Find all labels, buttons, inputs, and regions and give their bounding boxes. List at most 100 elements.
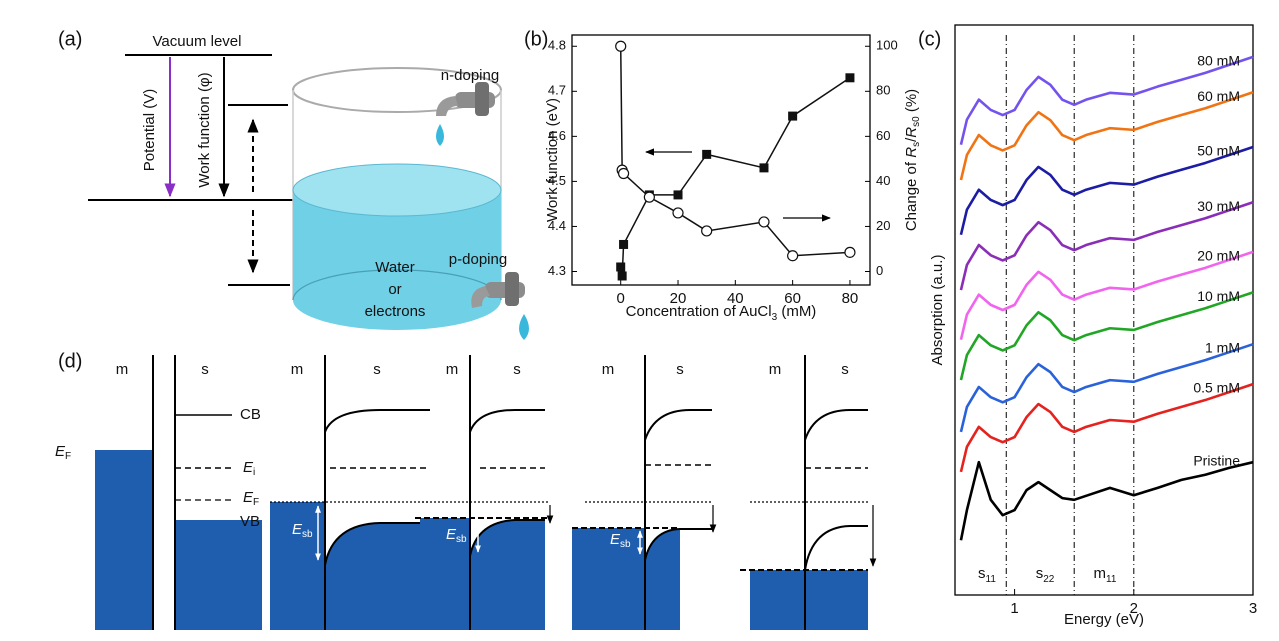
plot-frame xyxy=(571,34,871,286)
vb-curve xyxy=(644,528,712,561)
panel-label: (c) xyxy=(918,28,941,50)
region-main: m xyxy=(1094,565,1107,582)
cb-curve xyxy=(469,409,545,433)
legend-label: 80 mM xyxy=(1197,52,1240,68)
y2-axis-label: Change of Rs/Rs0 (%) xyxy=(903,89,922,231)
wf-label: Work function (φ) xyxy=(196,72,213,187)
header: s xyxy=(201,361,209,378)
panel-label: (b) xyxy=(524,28,548,50)
y-axis-label: Absorption (a.u.) xyxy=(929,255,946,366)
p-doping-label: p-doping xyxy=(449,251,507,268)
spectrum xyxy=(959,55,1254,146)
y-tick-label: 4.4 xyxy=(548,218,566,233)
legend-label: 10 mM xyxy=(1197,288,1240,304)
legend-label: 50 mM xyxy=(1197,142,1240,158)
x-axis-label: Energy (eV) xyxy=(1064,611,1144,628)
header: m xyxy=(602,361,615,378)
spectrum xyxy=(959,291,1254,381)
panel-c: (c) Energy (eV) Absorption (a.u.) xyxy=(918,24,1254,628)
x-tick-label: 40 xyxy=(727,290,744,307)
series-line xyxy=(619,77,851,277)
legend-label: 30 mM xyxy=(1197,198,1240,214)
marker xyxy=(701,225,713,237)
semi-band xyxy=(470,520,545,630)
panel-b: (b) Concentration of AuCl3 (mM) Work fun… xyxy=(524,28,922,322)
x-tick-label: 2 xyxy=(1130,600,1138,617)
marker xyxy=(616,262,626,272)
x-tick-label: 3 xyxy=(1249,600,1257,617)
water-top xyxy=(292,163,502,217)
water-label: Water xyxy=(375,259,414,276)
marker xyxy=(672,207,684,219)
metal-band xyxy=(420,518,470,630)
header: s xyxy=(513,361,521,378)
plots: 0 20 40 60 80 4.3 4.4 4.5 4.6 4.7 4.8 0 20 40 60 80 100 1… xyxy=(548,35,1257,617)
y2-tick-label: 20 xyxy=(876,218,890,233)
semi-band xyxy=(325,523,430,630)
header: m xyxy=(446,361,459,378)
header: s xyxy=(373,361,381,378)
faucet xyxy=(436,82,495,146)
marker xyxy=(617,271,627,281)
spectrum xyxy=(959,382,1254,473)
panel-d: (d) EF CB Ei EF VB Esb Esb Esb m xyxy=(55,350,877,630)
vb-curve xyxy=(469,519,545,557)
marker xyxy=(845,73,855,83)
marker xyxy=(787,250,799,262)
marker xyxy=(643,191,655,203)
spectrum xyxy=(959,460,1254,541)
marker xyxy=(617,167,630,180)
cb-label: CB xyxy=(240,406,261,423)
header: s xyxy=(841,361,849,378)
panel-label: (a) xyxy=(58,28,82,50)
ef-label: EF xyxy=(55,443,71,462)
region-sub: 11 xyxy=(986,574,997,585)
x-tick-label: 80 xyxy=(842,290,859,307)
region-main: s xyxy=(1036,565,1044,582)
legend-label: Pristine xyxy=(1193,453,1240,469)
y-tick-label: 4.5 xyxy=(548,173,566,188)
spectrum xyxy=(959,342,1254,433)
plot-frame xyxy=(954,24,1254,596)
region-label: m11 xyxy=(1094,565,1117,585)
cb-curve xyxy=(804,409,868,441)
marker xyxy=(788,111,798,121)
x-tick-label: 20 xyxy=(670,290,687,307)
y2-tick-label: 100 xyxy=(876,38,898,53)
y2-tick-label: 60 xyxy=(876,128,890,143)
y-axis-label: Work function (eV) xyxy=(544,98,561,222)
water-label: electrons xyxy=(365,303,426,320)
marker xyxy=(758,216,770,228)
region-sub: 11 xyxy=(1106,574,1117,585)
x-tick-label: 60 xyxy=(784,290,801,307)
legend-label: 20 mM xyxy=(1197,247,1240,263)
y2-tick-label: 0 xyxy=(876,263,883,278)
potential-label: Potential (V) xyxy=(141,89,158,172)
spectrum xyxy=(959,250,1254,340)
x-tick-label: 0 xyxy=(617,290,625,307)
y-tick-label: 4.7 xyxy=(548,83,566,98)
metal-band xyxy=(572,528,645,630)
cb-curve xyxy=(644,409,712,441)
x-tick-label: 1 xyxy=(1010,600,1018,617)
marker xyxy=(759,163,769,173)
header: m xyxy=(769,361,782,378)
region-label: s22 xyxy=(1036,565,1055,585)
y2-tick-label: 40 xyxy=(876,173,890,188)
ei-label: Ei xyxy=(243,459,255,478)
marker xyxy=(619,239,629,249)
metal-band xyxy=(95,450,153,630)
vacuum-label: Vacuum level xyxy=(153,33,242,50)
esb-label: Esb xyxy=(446,526,467,545)
region-label: s11 xyxy=(978,565,996,585)
cb-curve xyxy=(324,409,430,433)
panel-label: (d) xyxy=(58,350,82,372)
series-line xyxy=(619,46,850,257)
x-axis-label: Concentration of AuCl3 (mM) xyxy=(626,303,817,323)
marker xyxy=(702,149,712,159)
n-doping-label: n-doping xyxy=(441,67,499,84)
legend-label: 0.5 mM xyxy=(1193,380,1240,396)
vb-label: VB xyxy=(240,513,260,530)
band xyxy=(750,570,868,630)
